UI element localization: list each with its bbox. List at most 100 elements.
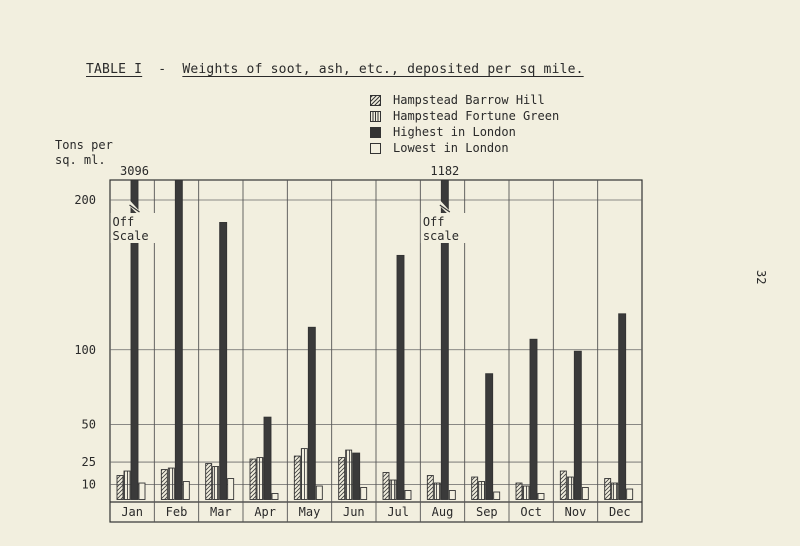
legend-swatch-solid-icon xyxy=(370,126,381,138)
bar xyxy=(440,179,449,500)
bar xyxy=(618,313,627,500)
bar xyxy=(566,476,574,500)
break-line xyxy=(129,204,140,213)
bar xyxy=(485,373,494,500)
y-axis-ticks: 10 25 50 100 200 xyxy=(74,193,96,492)
offscale-note-line1: Off xyxy=(113,215,135,229)
offscale-note-line1: Off xyxy=(423,215,445,229)
bar xyxy=(315,485,323,500)
bar xyxy=(174,179,183,500)
bar xyxy=(522,485,530,500)
bar xyxy=(205,463,213,500)
table-number: TABLE I xyxy=(86,62,143,77)
bar xyxy=(493,491,501,500)
note-background xyxy=(110,213,157,243)
grid xyxy=(109,179,643,523)
legend-item-barrow-hill: Hampstead Barrow Hill xyxy=(370,92,559,108)
bar xyxy=(130,179,139,500)
y-axis-label: Tons per sq. ml. xyxy=(55,138,113,168)
bar xyxy=(345,449,353,500)
bar xyxy=(300,448,308,500)
offscale-value-label: 1182 xyxy=(430,164,459,178)
bar xyxy=(471,476,479,500)
bar xyxy=(227,478,235,500)
x-tick-label: Nov xyxy=(565,505,587,519)
bar xyxy=(167,467,175,500)
bar xyxy=(307,326,316,500)
legend: Hampstead Barrow Hill Hampstead Fortune … xyxy=(370,92,559,156)
legend-swatch-empty-icon xyxy=(370,142,381,154)
bar xyxy=(537,493,545,500)
bar xyxy=(433,482,441,500)
x-tick-label: Apr xyxy=(254,505,276,519)
bar xyxy=(382,472,390,500)
bar xyxy=(219,222,228,500)
x-tick-label: Aug xyxy=(432,505,454,519)
bars xyxy=(116,179,634,500)
bar xyxy=(352,452,361,500)
x-tick-label: May xyxy=(299,505,321,519)
x-tick-label: Jul xyxy=(387,505,409,519)
bar xyxy=(338,457,346,500)
y-tick-label: 200 xyxy=(74,193,96,207)
bar xyxy=(249,458,257,500)
legend-label-lowest: Lowest in London xyxy=(393,141,509,155)
bar xyxy=(389,479,397,500)
bar xyxy=(256,457,264,500)
y-tick-label: 10 xyxy=(82,478,96,492)
bar xyxy=(396,254,405,500)
bar xyxy=(581,487,589,500)
bar xyxy=(271,493,279,500)
legend-item-lowest: Lowest in London xyxy=(370,140,559,156)
bar xyxy=(529,338,538,500)
x-tick-label: Jan xyxy=(121,505,143,519)
bar xyxy=(611,482,619,500)
bar xyxy=(263,416,272,500)
x-axis-categories: Jan Feb Mar Apr May Jun Jul Aug Sep Oct Nov Dec xyxy=(121,505,630,519)
bar xyxy=(293,455,301,500)
y-tick-label: 25 xyxy=(82,455,96,469)
x-tick-label: Oct xyxy=(520,505,542,519)
bar xyxy=(604,478,612,500)
legend-item-highest: Highest in London xyxy=(370,124,559,140)
bar xyxy=(448,490,456,500)
offscale-note-line2: scale xyxy=(423,229,459,243)
bar xyxy=(182,481,190,500)
x-tick-label: Sep xyxy=(476,505,498,519)
bar xyxy=(626,488,634,500)
bar xyxy=(559,470,567,500)
y-axis-label-line1: Tons per xyxy=(55,138,113,152)
y-axis-label-line2: sq. ml. xyxy=(55,153,106,167)
offscale-value-label: 3096 xyxy=(120,164,149,178)
chart-title: TABLE I - Weights of soot, ash, etc., de… xyxy=(86,62,584,77)
bar xyxy=(160,469,168,500)
bar xyxy=(360,487,368,500)
bar xyxy=(212,466,220,500)
y-tick-label: 50 xyxy=(82,418,96,432)
legend-label-barrow-hill: Hampstead Barrow Hill xyxy=(393,93,545,107)
title-separator: - xyxy=(158,62,167,77)
x-tick-label: Jun xyxy=(343,505,365,519)
bar xyxy=(404,490,412,500)
bar xyxy=(426,475,434,500)
legend-label-highest: Highest in London xyxy=(393,125,516,139)
title-text: Weights of soot, ash, etc., deposited pe… xyxy=(182,62,584,77)
legend-swatch-diagonal-icon xyxy=(370,94,381,106)
x-tick-label: Mar xyxy=(210,505,232,519)
bar xyxy=(123,470,131,500)
bar xyxy=(573,350,582,500)
legend-label-fortune-green: Hampstead Fortune Green xyxy=(393,109,560,123)
y-tick-label: 100 xyxy=(74,343,96,357)
bar xyxy=(138,482,146,500)
x-tick-label: Feb xyxy=(166,505,188,519)
legend-item-fortune-green: Hampstead Fortune Green xyxy=(370,108,559,124)
bar xyxy=(478,481,486,500)
note-background xyxy=(420,213,467,243)
bar xyxy=(116,475,124,500)
offscale-note-line2: Scale xyxy=(113,229,149,243)
legend-swatch-vertical-icon xyxy=(370,110,381,122)
break-line xyxy=(439,204,451,213)
bar xyxy=(515,482,523,500)
